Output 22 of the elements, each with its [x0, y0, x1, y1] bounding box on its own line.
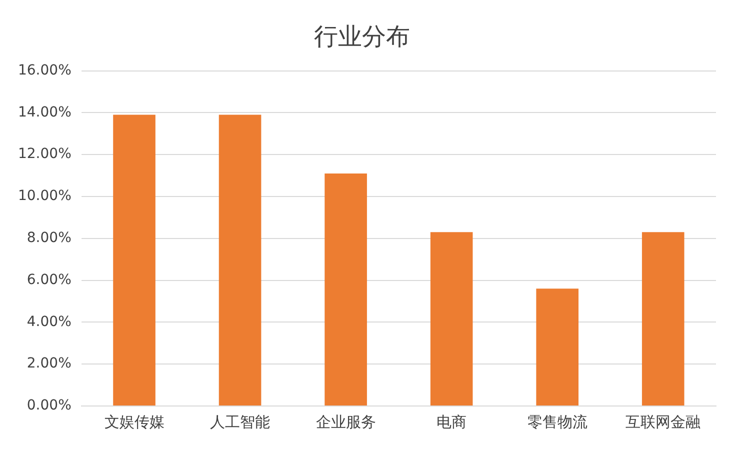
y-tick-label: 14.00%	[18, 104, 72, 120]
bar	[218, 114, 262, 406]
x-tick-label: 企业服务	[316, 412, 376, 431]
bar	[113, 114, 156, 406]
x-tick-label: 零售物流	[527, 412, 588, 431]
y-tick-label: 6.00%	[26, 272, 72, 288]
y-tick-label: 10.00%	[18, 188, 72, 204]
bar	[430, 232, 473, 406]
y-tick-label: 4.00%	[26, 314, 72, 330]
x-tick-label: 互联网金融	[626, 412, 701, 431]
x-tick-label: 电商	[436, 412, 467, 431]
y-tick-label: 16.00%	[18, 62, 72, 78]
bar	[536, 288, 578, 406]
y-tick-label: 2.00%	[26, 356, 72, 372]
y-tick-label: 0.00%	[26, 398, 72, 414]
x-tick-label: 文娱传媒	[104, 412, 164, 431]
x-tick-label: 人工智能	[210, 412, 270, 431]
y-tick-label: 8.00%	[26, 230, 72, 246]
chart-title: 行业分布	[314, 22, 410, 51]
y-tick-label: 12.00%	[18, 146, 72, 162]
bar	[642, 232, 684, 406]
bar	[324, 173, 367, 406]
